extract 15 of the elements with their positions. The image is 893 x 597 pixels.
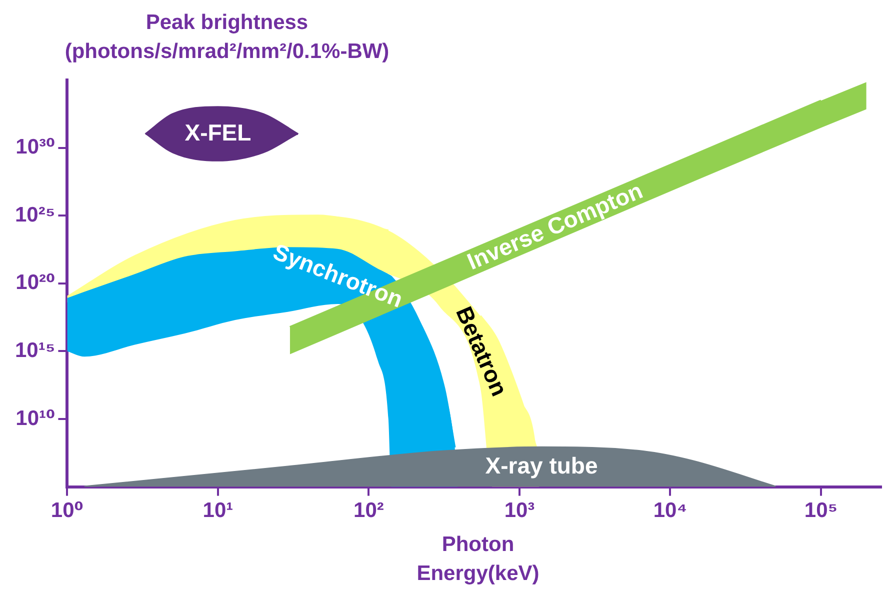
series-label: X-ray tube [485, 452, 598, 478]
x-axis-title: Photon Energy(keV) [416, 532, 540, 588]
y-tick-label: 10¹⁰ [16, 406, 56, 430]
x-tick-label: 10³ [504, 499, 535, 522]
x-tick-label: 10⁴ [653, 499, 688, 522]
y-tick-label: 10³⁰ [16, 136, 56, 159]
x-tick-label: 10⁰ [50, 499, 84, 522]
x-tick-label: 10² [354, 499, 384, 522]
series-label: X-FEL [184, 120, 252, 146]
y-tick-label: 10¹⁵ [14, 338, 56, 362]
x-tick-label: 10⁵ [804, 499, 838, 522]
y-axis-title: Peak brightness (photons/s/mrad²/mm²/0.1%-BW) [64, 10, 390, 66]
y-tick-label: 10²⁰ [16, 271, 56, 294]
x-tick-label: 10¹ [202, 499, 234, 522]
y-tick-label: 10²⁵ [14, 203, 56, 226]
